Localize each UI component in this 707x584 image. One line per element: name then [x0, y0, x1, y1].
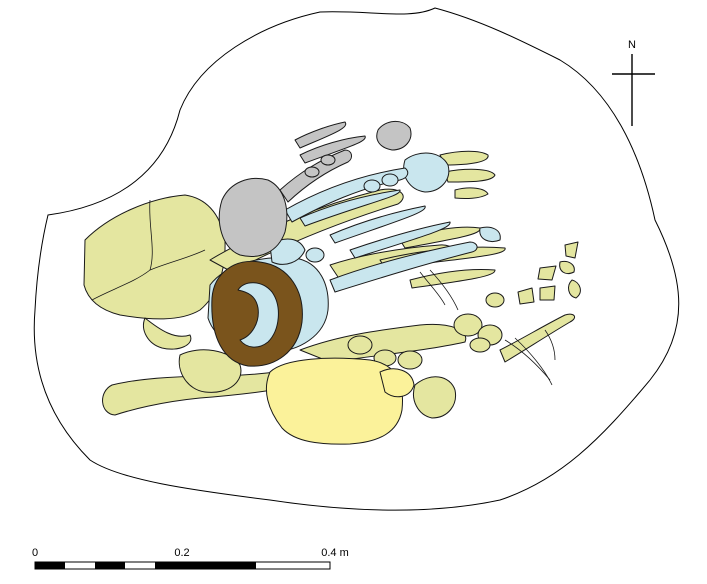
north-arrow-label: N: [628, 39, 636, 51]
hand-a-phalanx-2: [444, 168, 496, 183]
skull-c: [218, 177, 288, 257]
skull-c-small: [376, 121, 412, 151]
vertebra-c-1: [320, 154, 336, 166]
arm-b: [329, 241, 478, 293]
skull-d: [266, 357, 404, 445]
vertebra-a-4: [453, 313, 483, 337]
bone-d-small: [379, 368, 415, 398]
individual-d-bones: [266, 357, 415, 445]
tarsal-a-2: [469, 337, 491, 353]
skull-b: [403, 152, 450, 193]
carpal-a-4: [517, 287, 535, 305]
scale-bar-segment-2: [95, 562, 125, 569]
femur-b: [269, 238, 306, 265]
scale-label-0-2: 0.2: [174, 547, 189, 559]
scale-bar-segment-4: [182, 562, 256, 569]
ring-object: [211, 260, 303, 367]
vertebra-b-2: [363, 179, 381, 193]
scale-bar: 0 0.2 0.4 m: [32, 547, 349, 570]
tarsal-a-1: [485, 292, 505, 308]
individual-c-bones: [218, 121, 412, 257]
vertebra-a-3: [397, 350, 423, 370]
mandible-a: [143, 317, 192, 350]
rib-b-3: [349, 221, 451, 259]
north-arrow: N: [612, 39, 655, 126]
pelvis-a: [178, 349, 242, 393]
scapula-a: [413, 376, 457, 419]
rib-a-3: [409, 269, 496, 289]
hand-a-rays: [499, 313, 576, 363]
pit-outline: [33, 7, 680, 511]
rib-b-1: [299, 189, 401, 227]
scale-bar-segment-3: [155, 562, 185, 569]
rib-c-1: [294, 121, 347, 149]
vertebra-b-1: [381, 173, 399, 187]
hand-a-phalanx-3: [454, 187, 489, 199]
carpal-a-6: [568, 279, 581, 299]
carpal-a-5: [539, 285, 556, 301]
hand-a-phalanx-1: [439, 150, 489, 166]
rib-b-2: [329, 205, 426, 244]
scale-bar-segment-1: [35, 562, 65, 569]
carpal-a-3: [559, 261, 575, 275]
vertebra-a-1: [347, 335, 373, 355]
scale-label-0-4-m: 0.4 m: [321, 547, 349, 559]
vertebra-b-3: [305, 247, 325, 263]
skull-a: [83, 194, 226, 320]
carpal-a-1: [564, 241, 579, 259]
hand-b: [479, 226, 501, 242]
vertebra-c-2: [304, 166, 320, 178]
carpal-a-2: [537, 265, 557, 281]
scale-label-0: 0: [32, 547, 38, 559]
